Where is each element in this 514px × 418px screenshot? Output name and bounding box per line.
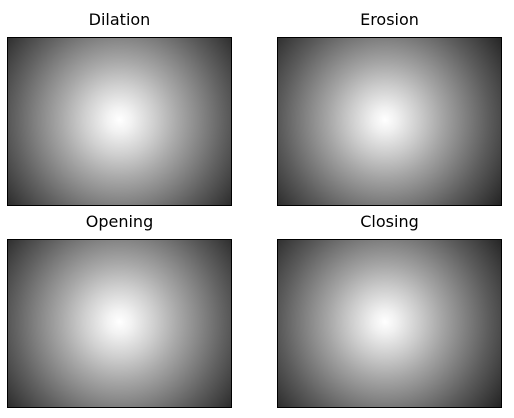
closing-image: [277, 239, 502, 408]
erosion-image: [277, 37, 502, 206]
dilation-panel: Dilation: [7, 11, 232, 206]
opening-gradient: [8, 240, 231, 407]
erosion-title: Erosion: [360, 10, 419, 29]
erosion-panel: Erosion: [277, 11, 502, 206]
opening-image: [7, 239, 232, 408]
closing-gradient: [278, 240, 501, 407]
opening-panel: Opening: [7, 213, 232, 408]
closing-title: Closing: [360, 212, 419, 231]
erosion-gradient: [278, 38, 501, 205]
dilation-gradient: [8, 38, 231, 205]
closing-panel: Closing: [277, 213, 502, 408]
dilation-title: Dilation: [88, 10, 151, 29]
dilation-image: [7, 37, 232, 206]
opening-title: Opening: [85, 212, 154, 231]
